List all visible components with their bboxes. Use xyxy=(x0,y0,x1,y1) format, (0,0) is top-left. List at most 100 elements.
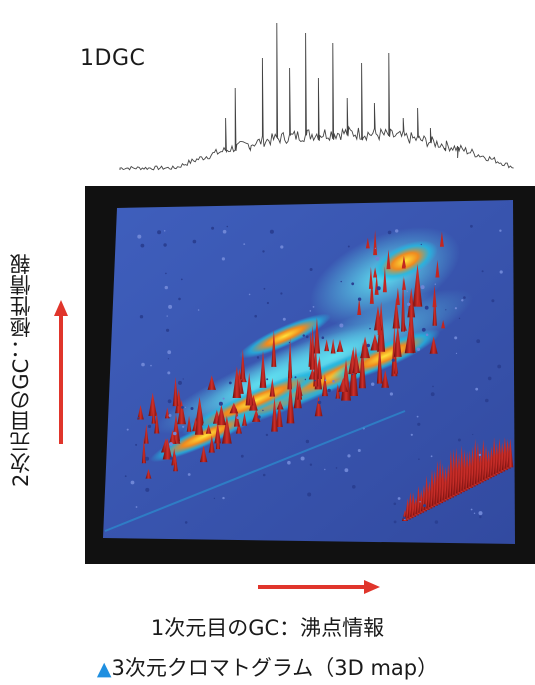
noise-speck xyxy=(269,229,274,234)
peak xyxy=(360,336,370,359)
noise-speck xyxy=(430,455,433,458)
noise-speck xyxy=(434,283,436,285)
noise-speck xyxy=(184,406,187,408)
noise-speck xyxy=(424,305,429,310)
noise-speck xyxy=(300,456,305,461)
3d-chromatogram-map xyxy=(85,186,535,564)
intensity-blob xyxy=(372,240,438,282)
y-axis-label: 2次元目のGC：極性情報 xyxy=(9,253,33,487)
peak xyxy=(199,445,208,463)
peak xyxy=(297,380,303,400)
peak xyxy=(317,355,322,380)
peak xyxy=(439,231,444,247)
noise-speck xyxy=(248,293,251,296)
noise-speck xyxy=(178,380,182,385)
peak xyxy=(309,325,316,370)
noise-speck xyxy=(184,521,188,524)
noise-speck xyxy=(423,504,426,508)
noise-speck xyxy=(190,407,194,410)
noise-speck xyxy=(262,250,265,253)
noise-speck xyxy=(211,226,215,230)
noise-speck xyxy=(327,388,331,393)
noise-speck xyxy=(124,475,127,478)
noise-speck xyxy=(366,343,370,348)
peak xyxy=(137,404,144,420)
noise-speck xyxy=(150,364,152,367)
noise-speck xyxy=(182,425,185,428)
peak xyxy=(370,333,380,351)
peak xyxy=(216,404,226,426)
noise-speck xyxy=(167,358,169,360)
noise-speck xyxy=(266,378,269,381)
noise-speck xyxy=(419,501,421,503)
noise-speck xyxy=(499,270,503,274)
noise-speck xyxy=(324,379,327,382)
noise-speck xyxy=(309,310,312,312)
noise-speck xyxy=(168,304,173,309)
noise-speck xyxy=(169,456,173,460)
noise-speck xyxy=(389,392,393,396)
noise-speck xyxy=(352,485,356,489)
noise-speck xyxy=(221,257,225,261)
peak xyxy=(404,325,415,354)
peak xyxy=(242,412,247,426)
peak xyxy=(186,415,192,432)
peak xyxy=(324,339,330,352)
noise-speck xyxy=(288,341,290,344)
noise-speck xyxy=(417,422,421,426)
noise-speck xyxy=(163,243,167,247)
peak xyxy=(240,349,246,380)
figure-caption: ▲3次元クロマトグラム（3D map） xyxy=(0,652,535,682)
noise-speck xyxy=(457,438,461,442)
noise-speck xyxy=(332,380,335,383)
noise-speck xyxy=(487,376,492,381)
noise-speck xyxy=(192,239,197,244)
noise-speck xyxy=(165,272,167,275)
noise-speck xyxy=(425,333,429,337)
noise-speck xyxy=(140,243,145,248)
peak xyxy=(373,229,378,256)
peak xyxy=(141,436,146,464)
peak xyxy=(286,379,295,424)
peak xyxy=(381,370,390,388)
noise-speck xyxy=(497,364,502,369)
peak xyxy=(352,351,361,374)
noise-speck xyxy=(287,460,291,465)
noise-speck xyxy=(473,512,476,514)
peak xyxy=(395,287,400,306)
noise-speck xyxy=(407,302,411,306)
noise-speck xyxy=(445,309,447,311)
peak xyxy=(276,400,284,410)
noise-speck xyxy=(374,247,376,249)
x-axis-label: 1次元目のGC：沸点情報 xyxy=(150,616,385,640)
peak xyxy=(154,412,160,434)
peak xyxy=(432,285,437,308)
noise-speck xyxy=(145,487,150,492)
noise-speck xyxy=(263,287,266,290)
chromatogram-title: 1DGC xyxy=(80,46,146,71)
noise-speck xyxy=(305,439,310,444)
peak xyxy=(194,406,204,435)
noise-speck xyxy=(282,317,286,321)
peak xyxy=(293,378,302,409)
peak xyxy=(377,318,382,335)
noise-speck xyxy=(387,230,392,235)
noise-speck xyxy=(135,506,138,508)
noise-speck xyxy=(222,397,225,400)
noise-speck xyxy=(420,285,425,290)
noise-speck xyxy=(344,468,349,473)
peak xyxy=(208,435,215,453)
noise-speck xyxy=(304,378,307,381)
noise-speck xyxy=(371,382,375,386)
peak xyxy=(338,377,349,392)
noise-speck xyxy=(256,356,260,359)
noise-speck xyxy=(226,225,229,228)
noise-speck xyxy=(416,415,419,418)
peak xyxy=(205,424,212,434)
noise-speck xyxy=(397,497,401,500)
peak xyxy=(172,377,179,407)
noise-speck xyxy=(403,516,406,520)
noise-speck xyxy=(421,327,426,332)
noise-speck xyxy=(393,502,397,506)
noise-speck xyxy=(357,297,362,301)
